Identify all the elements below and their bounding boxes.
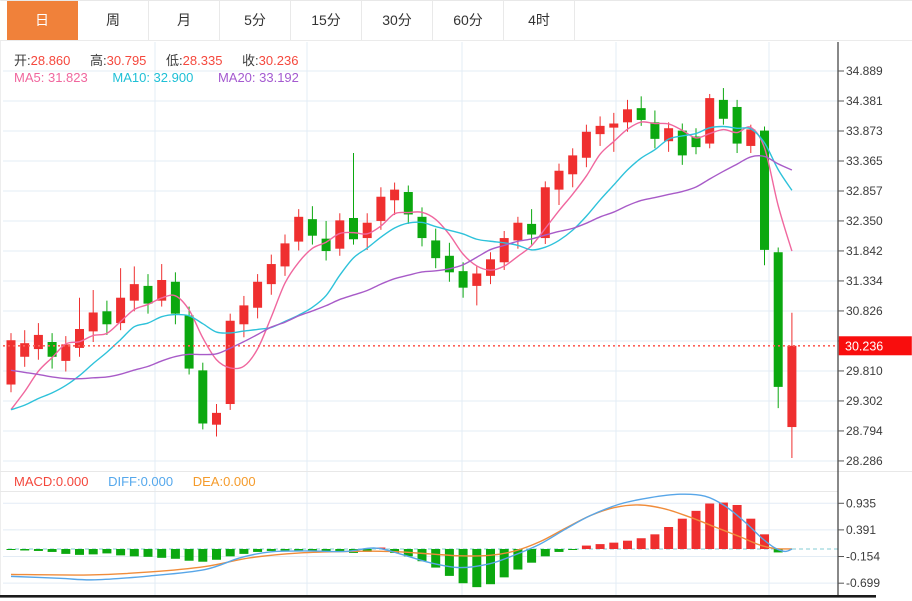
svg-text:32.857: 32.857 (846, 184, 883, 198)
ma-lines (10, 121, 793, 411)
ma10-value: 32.900 (153, 70, 194, 85)
open-label: 开: (14, 53, 31, 68)
tab-4hour[interactable]: 4时 (504, 1, 575, 40)
svg-text:34.381: 34.381 (846, 94, 883, 108)
ma5-line (10, 121, 793, 410)
dea-value: 0.000 (223, 474, 256, 489)
svg-text:33.873: 33.873 (846, 124, 883, 138)
tab-week[interactable]: 周 (78, 1, 149, 40)
svg-text:31.334: 31.334 (846, 274, 883, 288)
svg-text:-0.154: -0.154 (846, 550, 880, 564)
ma20-value: 33.192 (259, 70, 299, 85)
tab-30min[interactable]: 30分 (362, 1, 433, 40)
svg-text:-0.699: -0.699 (846, 576, 880, 590)
svg-text:30.236: 30.236 (845, 339, 883, 353)
high-value: 30.795 (106, 53, 147, 68)
diff-line (10, 493, 793, 581)
current-price-badge: 30.236 (838, 336, 912, 356)
svg-text:33.365: 33.365 (846, 154, 883, 168)
svg-text:0.391: 0.391 (846, 523, 876, 537)
macd-histogram (6, 502, 783, 588)
svg-text:28.286: 28.286 (846, 454, 883, 468)
timeframe-tabbar: 日 周 月 5分 15分 30分 60分 4时 (0, 1, 912, 41)
svg-text:32.350: 32.350 (846, 214, 883, 228)
dea-label: DEA: (192, 474, 224, 489)
macd-lines (10, 493, 793, 581)
high-label: 高: (90, 53, 107, 68)
svg-text:29.302: 29.302 (846, 394, 883, 408)
svg-text:34.889: 34.889 (846, 64, 883, 78)
low-label: 低: (166, 53, 183, 68)
diff-value: 0.000 (140, 474, 174, 489)
candlesticks (6, 88, 797, 459)
dea-line (10, 504, 793, 576)
ma5-value: 31.823 (47, 70, 88, 85)
diff-label: DIFF: (108, 474, 141, 489)
low-value: 28.335 (182, 53, 223, 68)
ma-readout: MA5: 31.823 MA10: 32.900 MA20: 33.192 (14, 70, 299, 85)
svg-text:28.794: 28.794 (846, 424, 883, 438)
macd-value: 0.000 (55, 474, 89, 489)
svg-text:30.826: 30.826 (846, 304, 883, 318)
ohlc-readout: 开:28.860 高:30.795 低:28.335 收:30.236 (14, 50, 298, 69)
open-value: 28.860 (30, 53, 71, 68)
ma10-label: MA10: (112, 70, 154, 85)
svg-text:0.935: 0.935 (846, 496, 876, 510)
close-value: 30.236 (258, 53, 299, 68)
tab-day[interactable]: 日 (7, 1, 78, 40)
ma5-label: MA5: (14, 70, 48, 85)
close-label: 收: (242, 53, 259, 68)
macd-readout: MACD:0.000 DIFF:0.000 DEA:0.000 (14, 474, 256, 489)
ma10-line (10, 125, 793, 411)
tab-15min[interactable]: 15分 (291, 1, 362, 40)
svg-text:29.810: 29.810 (846, 364, 883, 378)
tab-month[interactable]: 月 (149, 1, 220, 40)
macd-label: MACD: (14, 474, 56, 489)
svg-text:31.842: 31.842 (846, 244, 883, 258)
ma20-line (10, 155, 793, 380)
ma20-label: MA20: (217, 70, 260, 85)
widget-top-border (0, 0, 912, 1)
tab-60min[interactable]: 60分 (433, 1, 504, 40)
tab-5min[interactable]: 5分 (220, 1, 291, 40)
widget-left-border (0, 0, 1, 597)
